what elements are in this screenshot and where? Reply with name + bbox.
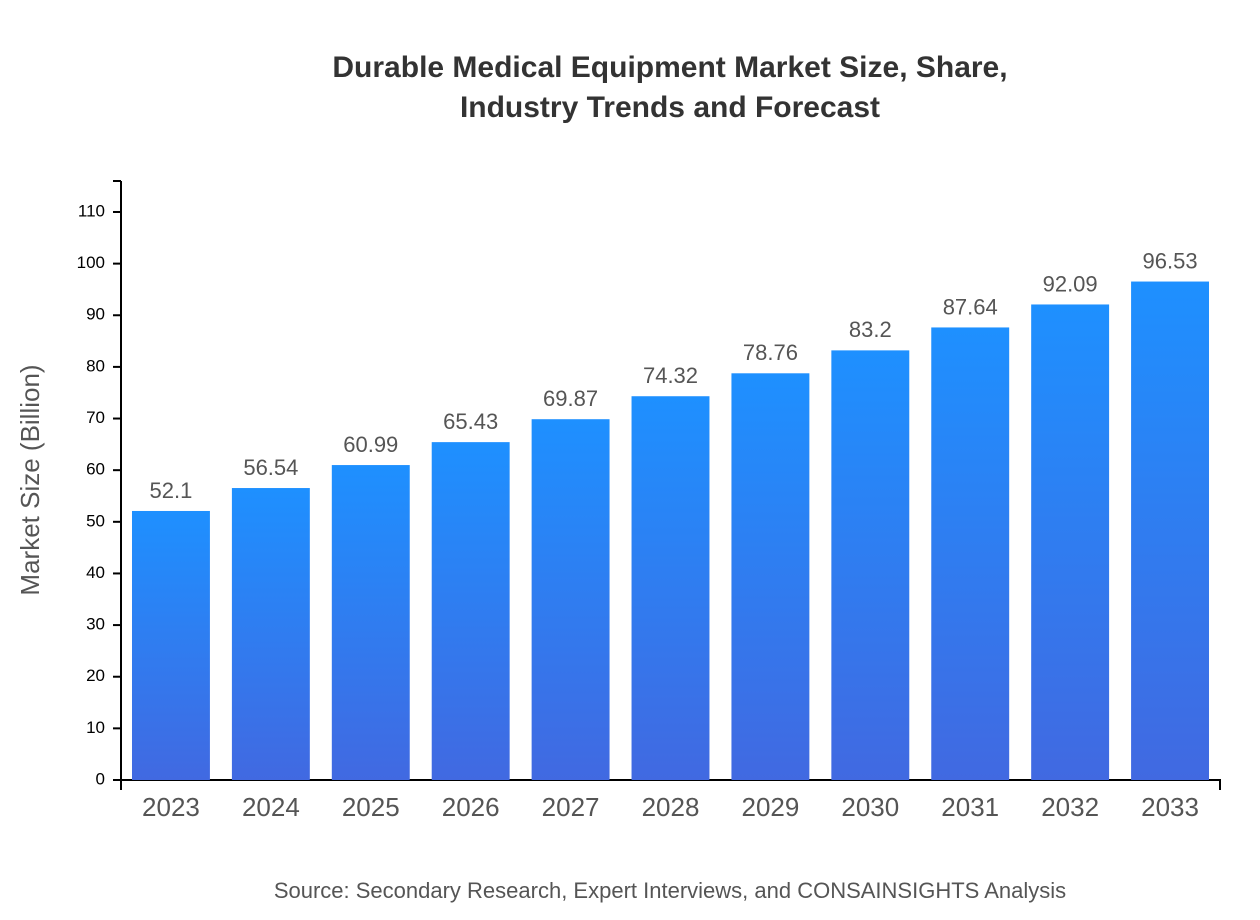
value-label: 65.43 [443,409,498,434]
y-tick-label: 20 [86,666,105,685]
value-label: 92.09 [1043,271,1098,296]
bar [431,442,510,780]
y-tick-label: 0 [96,769,105,788]
value-label: 78.76 [743,340,798,365]
bar [1031,304,1110,780]
x-tick-label: 2031 [941,792,999,822]
x-tick-label: 2030 [841,792,899,822]
y-tick-label: 60 [86,460,105,479]
bar [731,373,810,780]
value-label: 74.32 [643,363,698,388]
bar [831,350,910,780]
y-axis-label: Market Size (Billion) [15,364,45,595]
value-label: 87.64 [943,294,998,319]
value-label: 52.1 [150,478,193,503]
value-label: 96.53 [1143,248,1198,273]
y-tick-label: 90 [86,305,105,324]
y-tick-label: 40 [86,563,105,582]
x-tick-label: 2033 [1141,792,1199,822]
value-label: 56.54 [243,455,298,480]
y-tick-label: 30 [86,615,105,634]
value-label: 83.2 [849,317,892,342]
x-tick-label: 2032 [1041,792,1099,822]
y-tick-label: 10 [86,718,105,737]
bar [931,327,1010,780]
x-tick-label: 2029 [741,792,799,822]
bar [631,396,710,780]
bar [131,510,210,780]
x-tick-label: 2028 [642,792,700,822]
x-tick-label: 2025 [342,792,400,822]
y-tick-label: 80 [86,356,105,375]
bar [1131,281,1210,780]
bar [331,465,410,780]
x-tick-label: 2027 [542,792,600,822]
bar [231,488,310,780]
x-tick-label: 2026 [442,792,500,822]
y-tick-label: 110 [78,201,105,220]
y-tick-label: 100 [77,253,105,272]
x-axis-line [120,779,1221,790]
chart-title: Durable Medical Equipment Market Size, S… [332,51,1008,124]
x-tick-label: 2023 [142,792,200,822]
value-label: 69.87 [543,386,598,411]
x-tick-label: 2024 [242,792,300,822]
y-tick-label: 50 [86,511,105,530]
value-label: 60.99 [343,432,398,457]
y-tick-label: 70 [86,408,105,427]
source-note: Source: Secondary Research, Expert Inter… [274,878,1066,903]
bar [531,419,610,780]
